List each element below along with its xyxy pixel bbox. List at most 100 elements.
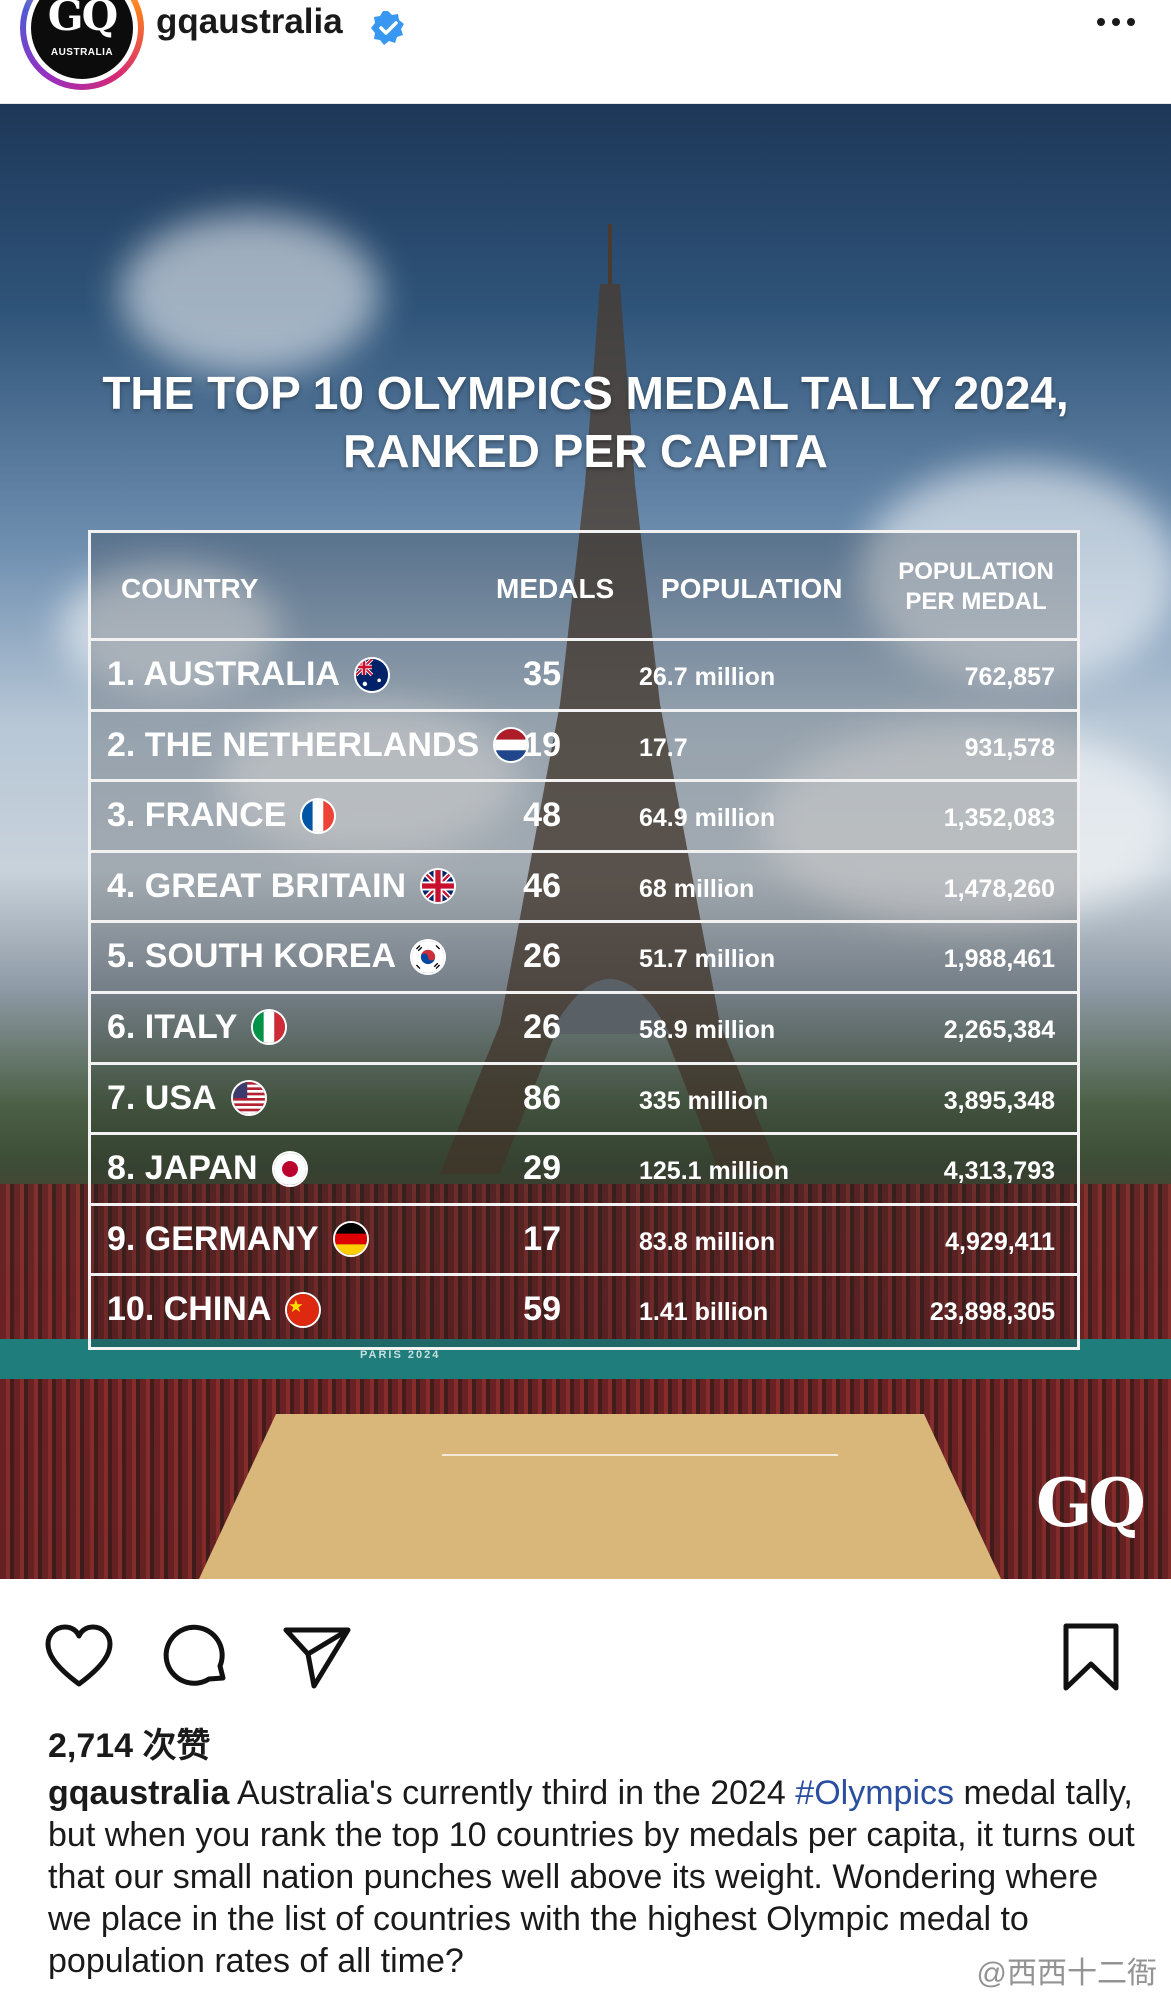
row-country-label: 5. SOUTH KOREA bbox=[107, 937, 397, 976]
row-country-label: 10. CHINA bbox=[107, 1290, 272, 1329]
likes-count[interactable]: 2,714 次赞 bbox=[48, 1727, 211, 1765]
row-population-per-medal: 3,895,348 bbox=[943, 1086, 1055, 1115]
row-population: 51.7 million bbox=[639, 945, 776, 974]
row-population-per-medal: 1,988,461 bbox=[943, 945, 1055, 974]
caption-text-continued: medal tally, but when you rank the top 1… bbox=[48, 1774, 1135, 1980]
post-username[interactable]: gqaustralia bbox=[156, 2, 343, 41]
table-row: 3. FRANCE 48 64.9 million 1,352,083 bbox=[91, 782, 1077, 853]
table-row: 5. SOUTH KOREA 26 51.7 million 1,988,461 bbox=[91, 923, 1077, 994]
table-row: 9. GERMANY 17 83.8 million 4,929,411 bbox=[91, 1206, 1077, 1277]
row-country: 7. USA bbox=[107, 1079, 267, 1118]
row-country: 1. AUSTRALIA bbox=[107, 655, 390, 694]
row-population: 64.9 million bbox=[639, 804, 776, 833]
row-medals: 59 bbox=[523, 1290, 561, 1329]
row-country: 4. GREAT BRITAIN bbox=[107, 866, 457, 906]
caption-username[interactable]: gqaustralia bbox=[48, 1774, 230, 1812]
row-population: 83.8 million bbox=[639, 1227, 776, 1256]
row-country: 10. CHINA bbox=[107, 1290, 322, 1329]
chart-title-line1: THE TOP 10 OLYMPICS MEDAL TALLY 2024, bbox=[102, 367, 1069, 419]
table-header: COUNTRY MEDALS POPULATION POPULATION PER … bbox=[91, 533, 1077, 641]
row-population: 1.41 billion bbox=[639, 1298, 769, 1327]
row-population-per-medal: 762,857 bbox=[964, 663, 1055, 691]
netherlands-flag-icon bbox=[493, 727, 530, 764]
row-country-label: 1. AUSTRALIA bbox=[107, 655, 340, 693]
row-country-label: 8. JAPAN bbox=[107, 1149, 258, 1188]
caption-text: Australia's currently third in the 2024 bbox=[229, 1774, 796, 1812]
row-medals: 17 bbox=[523, 1219, 561, 1258]
row-population-per-medal: 4,313,793 bbox=[943, 1157, 1055, 1186]
post-header: GQ AUSTRALIA gqaustralia bbox=[0, 0, 1171, 104]
france-flag-icon bbox=[300, 797, 337, 834]
germany-flag-icon bbox=[332, 1221, 369, 1258]
post-image[interactable]: PARIS 2024 THE TOP 10 OLYMPICS MEDAL TAL… bbox=[0, 104, 1171, 1579]
table-row: 10. CHINA 59 1.41 billion 23,898,305 bbox=[91, 1276, 1077, 1347]
post-actions bbox=[0, 1580, 1171, 1720]
row-country: 3. FRANCE bbox=[107, 796, 337, 835]
gq-logo: GQ bbox=[1036, 1464, 1146, 1542]
row-country-label: 3. FRANCE bbox=[107, 796, 287, 835]
row-country-label: 6. ITALY bbox=[107, 1007, 238, 1046]
post-caption: gqaustralia Australia's currently third … bbox=[48, 1772, 1138, 1982]
more-options-icon[interactable] bbox=[1097, 18, 1135, 26]
avatar-logo-subtext: AUSTRALIA bbox=[50, 47, 114, 58]
table-row: 4. GREAT BRITAIN 46 68 million 1,478,260 bbox=[91, 853, 1077, 924]
send-icon[interactable] bbox=[280, 1620, 354, 1694]
row-country-label: 9. GERMANY bbox=[107, 1219, 319, 1258]
row-population: 68 million bbox=[639, 874, 755, 903]
row-population-per-medal: 23,898,305 bbox=[929, 1298, 1055, 1327]
watermark: @西西十二衙 bbox=[976, 1957, 1157, 1990]
row-country: 6. ITALY bbox=[107, 1007, 288, 1047]
italy-flag-icon bbox=[251, 1009, 288, 1046]
row-country: 8. JAPAN bbox=[107, 1149, 308, 1188]
row-population: 58.9 million bbox=[639, 1015, 776, 1044]
header-medals: MEDALS bbox=[496, 573, 615, 604]
heart-icon[interactable] bbox=[42, 1620, 116, 1694]
table-row: 7. USA 86 335 million 3,895,348 bbox=[91, 1065, 1077, 1136]
row-population-per-medal: 931,578 bbox=[964, 733, 1055, 762]
row-population: 335 million bbox=[639, 1086, 769, 1115]
table-row: 2. THE NETHERLANDS 19 17.7 931,578 bbox=[91, 712, 1077, 783]
table-row: 6. ITALY 26 58.9 million 2,265,384 bbox=[91, 994, 1077, 1065]
row-country: 2. THE NETHERLANDS bbox=[107, 725, 530, 765]
row-medals: 86 bbox=[523, 1078, 561, 1117]
row-medals: 29 bbox=[523, 1149, 561, 1188]
caption-hashtag[interactable]: #Olympics bbox=[795, 1774, 954, 1812]
header-population: POPULATION bbox=[661, 573, 843, 604]
row-medals: 26 bbox=[523, 1007, 561, 1046]
row-population-per-medal: 4,929,411 bbox=[945, 1227, 1055, 1256]
verified-badge-icon bbox=[371, 11, 404, 45]
row-medals: 48 bbox=[523, 796, 561, 835]
row-country: 9. GERMANY bbox=[107, 1220, 369, 1259]
table-row: 8. JAPAN 29 125.1 million 4,313,793 bbox=[91, 1135, 1077, 1206]
comment-icon[interactable] bbox=[160, 1620, 234, 1694]
medal-table: COUNTRY MEDALS POPULATION POPULATION PER … bbox=[88, 530, 1080, 1350]
row-country: 5. SOUTH KOREA bbox=[107, 937, 447, 976]
table-row: 1. AUSTRALIA 35 26.7 million 762,857 bbox=[91, 641, 1077, 712]
row-population-per-medal: 2,265,384 bbox=[943, 1015, 1055, 1044]
row-medals: 26 bbox=[523, 937, 561, 976]
uk-flag-icon bbox=[420, 868, 457, 905]
south-korea-flag-icon bbox=[410, 938, 447, 975]
japan-flag-icon bbox=[271, 1150, 308, 1187]
header-country: COUNTRY bbox=[121, 573, 259, 604]
row-population: 26.7 million bbox=[639, 663, 776, 691]
row-country-label: 7. USA bbox=[107, 1078, 217, 1117]
row-population: 17.7 bbox=[639, 733, 688, 762]
row-medals: 19 bbox=[523, 725, 561, 764]
avatar[interactable]: GQ AUSTRALIA bbox=[20, 0, 144, 90]
row-population: 125.1 million bbox=[639, 1157, 790, 1186]
usa-flag-icon bbox=[230, 1080, 267, 1117]
avatar-logo-text: GQ bbox=[47, 0, 118, 40]
header-population-per-medal: POPULATION PER MEDAL bbox=[898, 558, 1054, 615]
court-banner: PARIS 2024 bbox=[360, 1349, 441, 1361]
row-medals: 35 bbox=[523, 655, 561, 693]
australia-flag-icon bbox=[353, 656, 390, 693]
china-flag-icon bbox=[285, 1291, 322, 1328]
row-population-per-medal: 1,352,083 bbox=[943, 804, 1055, 833]
row-country-label: 4. GREAT BRITAIN bbox=[107, 866, 407, 905]
bookmark-icon[interactable] bbox=[1054, 1620, 1128, 1694]
row-medals: 46 bbox=[523, 866, 561, 905]
row-population-per-medal: 1,478,260 bbox=[943, 874, 1055, 903]
row-country-label: 2. THE NETHERLANDS bbox=[107, 725, 480, 764]
chart-title-line2: RANKED PER CAPITA bbox=[343, 425, 828, 477]
